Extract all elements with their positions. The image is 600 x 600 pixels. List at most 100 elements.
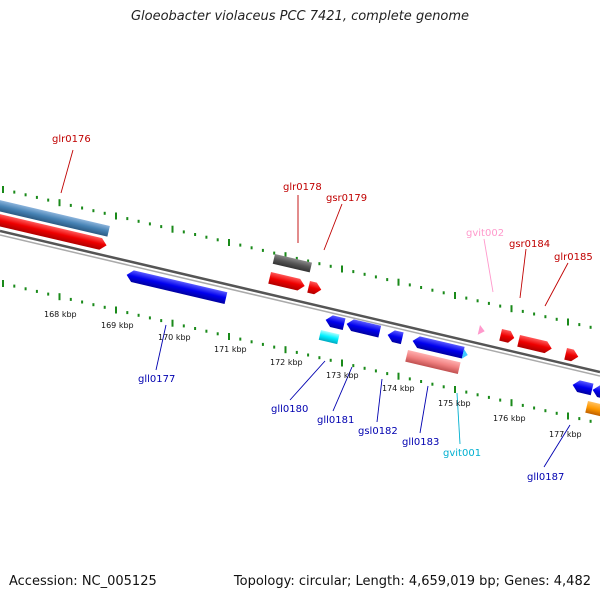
gene-label-gll0183[interactable]: gll0183 — [402, 437, 439, 448]
minor-tick — [555, 317, 558, 321]
feature-gll0183-rna[interactable] — [405, 350, 461, 375]
feature-gsr0179[interactable] — [307, 281, 322, 296]
feature-glr0185[interactable] — [564, 348, 579, 363]
minor-tick — [431, 288, 434, 292]
gene-label-glr0178[interactable]: glr0178 — [283, 182, 322, 193]
minor-tick — [69, 203, 72, 207]
minor-tick — [533, 312, 536, 316]
minor-tick — [92, 303, 95, 307]
gene-label-glr0185[interactable]: glr0185 — [554, 252, 593, 263]
minor-tick — [239, 243, 242, 247]
feature-gvit001[interactable] — [461, 349, 469, 360]
minor-tick — [69, 297, 72, 301]
minor-tick — [465, 296, 468, 300]
minor-tick — [589, 419, 592, 423]
gene-label-gsr0179[interactable]: gsr0179 — [326, 193, 367, 204]
feature-glr0176[interactable] — [0, 213, 108, 251]
major-tick — [228, 239, 230, 246]
minor-tick — [329, 264, 332, 268]
minor-tick — [216, 238, 219, 242]
major-tick — [115, 306, 117, 314]
feature-glr0178[interactable] — [268, 272, 306, 292]
gene-label-glr0176[interactable]: glr0176 — [52, 134, 91, 145]
major-tick — [2, 280, 4, 287]
minor-tick — [363, 272, 366, 276]
feature-gsr0184[interactable] — [517, 335, 553, 354]
feature-gvit002[interactable] — [477, 325, 486, 336]
minor-tick — [363, 366, 366, 370]
minor-tick — [103, 305, 106, 309]
feature-gll0177[interactable] — [125, 269, 228, 304]
minor-tick — [374, 275, 377, 279]
minor-tick — [148, 316, 151, 320]
minor-tick — [442, 385, 445, 389]
minor-tick — [250, 340, 253, 344]
minor-tick — [81, 206, 84, 210]
gene-label-gvit001[interactable]: gvit001 — [443, 448, 481, 459]
feature-gll0183[interactable] — [411, 335, 465, 359]
minor-tick — [521, 403, 524, 407]
minor-tick — [126, 311, 129, 315]
major-tick — [567, 412, 569, 420]
feature-gll0187-orange[interactable] — [585, 401, 600, 418]
gene-label-gll0180[interactable]: gll0180 — [271, 404, 308, 415]
minor-tick — [544, 409, 547, 413]
gene-label-gvit002[interactable]: gvit002 — [466, 228, 504, 239]
minor-tick — [578, 323, 581, 327]
minor-tick — [544, 315, 547, 319]
minor-tick — [35, 195, 38, 199]
feature-gsr0184-small[interactable] — [499, 329, 515, 344]
minor-tick — [307, 353, 310, 357]
feature-gll0181[interactable] — [345, 318, 382, 338]
minor-tick — [194, 233, 197, 236]
minor-tick — [182, 324, 185, 328]
minor-tick — [47, 198, 50, 202]
scale-label-170: 170 kbp — [158, 333, 191, 342]
minor-tick — [103, 211, 106, 215]
feature-glr0178-outer[interactable] — [272, 254, 312, 273]
minor-tick — [13, 284, 16, 288]
minor-tick — [307, 259, 310, 263]
major-tick — [284, 252, 287, 260]
gene-label-gll0181[interactable]: gll0181 — [317, 415, 354, 426]
minor-tick — [487, 301, 490, 305]
minor-tick — [273, 345, 276, 349]
minor-tick — [205, 329, 208, 333]
minor-tick — [137, 219, 140, 223]
minor-tick — [318, 262, 321, 266]
minor-tick — [137, 313, 140, 317]
major-tick — [510, 399, 513, 407]
feature-gll0180-cyan[interactable] — [318, 330, 340, 345]
major-tick — [115, 212, 117, 220]
scale-label-175: 175 kbp — [438, 399, 471, 408]
major-tick — [454, 386, 456, 393]
minor-tick — [352, 270, 355, 274]
scale-label-172: 172 kbp — [270, 358, 303, 367]
gene-label-gll0177[interactable]: gll0177 — [138, 374, 175, 385]
scale-label-177: 177 kbp — [549, 430, 582, 439]
feature-glr0176-outer[interactable] — [0, 199, 110, 237]
gene-label-gsr0184[interactable]: gsr0184 — [509, 239, 550, 250]
major-tick — [567, 318, 569, 326]
minor-tick — [329, 358, 332, 362]
major-tick — [171, 319, 174, 327]
upper-tick-track — [2, 186, 592, 329]
minor-tick — [476, 299, 479, 303]
major-tick — [454, 292, 456, 299]
gene-label-gsl0182[interactable]: gsl0182 — [358, 426, 398, 437]
feature-gll0187-a[interactable] — [571, 379, 594, 396]
feature-gll0180[interactable] — [324, 314, 346, 331]
minor-tick — [476, 393, 479, 397]
minor-tick — [442, 291, 445, 295]
gene-label-gll0187[interactable]: gll0187 — [527, 472, 564, 483]
minor-tick — [81, 300, 84, 304]
minor-tick — [431, 382, 434, 386]
feature-gll0187-b[interactable] — [591, 384, 600, 401]
feature-gsl0182[interactable] — [386, 329, 404, 345]
minor-tick — [250, 246, 253, 250]
minor-tick — [578, 417, 581, 421]
minor-tick — [216, 332, 219, 336]
minor-tick — [160, 319, 163, 323]
minor-tick — [295, 256, 298, 260]
